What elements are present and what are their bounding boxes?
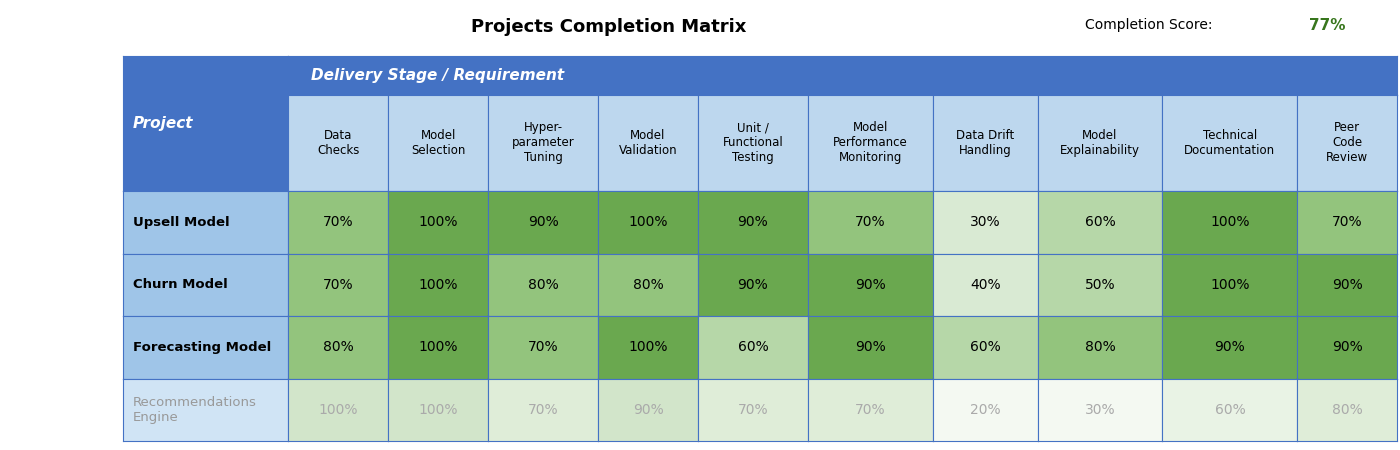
Text: Model
Selection: Model Selection	[412, 129, 465, 157]
Text: Technical
Documentation: Technical Documentation	[1184, 129, 1275, 157]
Text: 80%: 80%	[1085, 340, 1116, 354]
Text: 100%: 100%	[419, 340, 458, 354]
Text: 90%: 90%	[1215, 340, 1245, 354]
Text: 90%: 90%	[738, 278, 769, 292]
Text: 80%: 80%	[528, 278, 559, 292]
Text: Peer
Code
Review: Peer Code Review	[1326, 122, 1368, 164]
Text: 100%: 100%	[419, 403, 458, 417]
Text: 30%: 30%	[1085, 403, 1116, 417]
Text: Model
Performance
Monitoring: Model Performance Monitoring	[833, 122, 907, 164]
Text: Hyper-
parameter
Tuning: Hyper- parameter Tuning	[512, 122, 574, 164]
Text: 70%: 70%	[1331, 216, 1362, 230]
Text: 60%: 60%	[1085, 216, 1116, 230]
Text: 100%: 100%	[629, 340, 668, 354]
Text: Completion Score:: Completion Score:	[1085, 18, 1212, 32]
Text: Model
Explainability: Model Explainability	[1060, 129, 1140, 157]
Text: 90%: 90%	[855, 340, 886, 354]
Text: Data Drift
Handling: Data Drift Handling	[956, 129, 1014, 157]
Text: Model
Validation: Model Validation	[619, 129, 678, 157]
Text: Unit /
Functional
Testing: Unit / Functional Testing	[722, 122, 783, 164]
Text: 90%: 90%	[633, 403, 664, 417]
Text: 40%: 40%	[970, 278, 1001, 292]
Text: 50%: 50%	[1085, 278, 1116, 292]
Text: 100%: 100%	[419, 278, 458, 292]
Text: 30%: 30%	[970, 216, 1001, 230]
Text: 80%: 80%	[633, 278, 664, 292]
Text: 60%: 60%	[970, 340, 1001, 354]
Text: Upsell Model: Upsell Model	[133, 216, 230, 229]
Text: 60%: 60%	[738, 340, 769, 354]
Text: 100%: 100%	[1210, 278, 1250, 292]
Text: Data
Checks: Data Checks	[318, 129, 360, 157]
Text: 100%: 100%	[1210, 216, 1250, 230]
Text: 20%: 20%	[970, 403, 1001, 417]
Text: 60%: 60%	[1215, 403, 1245, 417]
Text: 70%: 70%	[323, 216, 354, 230]
Text: Churn Model: Churn Model	[133, 279, 228, 292]
Text: 80%: 80%	[1331, 403, 1362, 417]
Text: 90%: 90%	[738, 216, 769, 230]
Text: 70%: 70%	[528, 403, 559, 417]
Text: 90%: 90%	[1331, 278, 1362, 292]
Text: 77%: 77%	[1309, 18, 1345, 33]
Text: 80%: 80%	[323, 340, 354, 354]
Text: Recommendations
Engine: Recommendations Engine	[133, 396, 258, 424]
Text: 100%: 100%	[319, 403, 358, 417]
Text: Delivery Stage / Requirement: Delivery Stage / Requirement	[311, 68, 564, 83]
Text: 100%: 100%	[629, 216, 668, 230]
Text: 70%: 70%	[855, 216, 886, 230]
Text: 70%: 70%	[528, 340, 559, 354]
Text: 70%: 70%	[855, 403, 886, 417]
Text: Forecasting Model: Forecasting Model	[133, 341, 272, 354]
Text: 70%: 70%	[738, 403, 769, 417]
Text: 90%: 90%	[1331, 340, 1362, 354]
Text: Project: Project	[133, 116, 193, 131]
Text: 70%: 70%	[323, 278, 354, 292]
Text: 100%: 100%	[419, 216, 458, 230]
Text: 90%: 90%	[528, 216, 559, 230]
Text: 90%: 90%	[855, 278, 886, 292]
Text: Projects Completion Matrix: Projects Completion Matrix	[472, 18, 746, 36]
